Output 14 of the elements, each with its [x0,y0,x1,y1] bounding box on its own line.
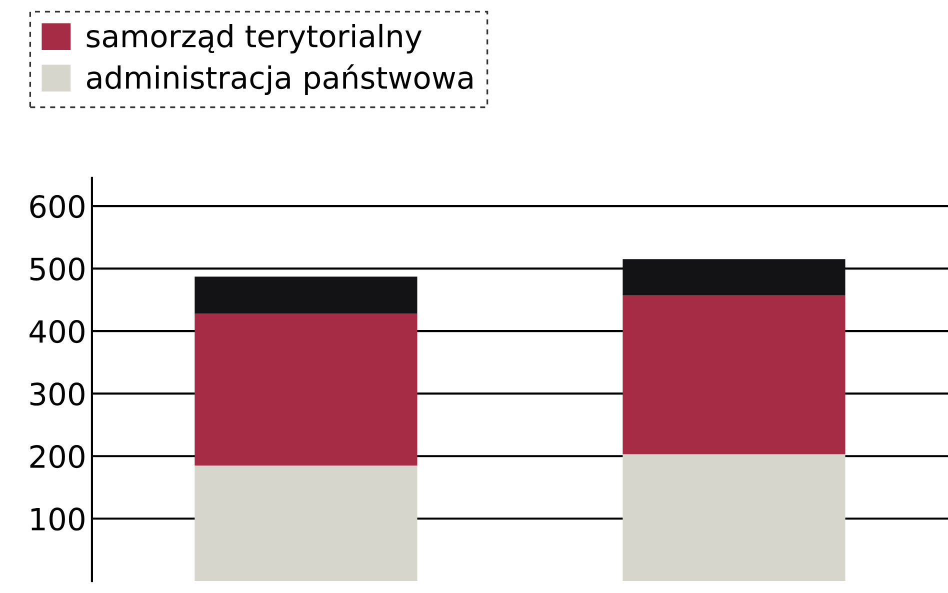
bar [194,465,418,582]
bar [622,295,846,454]
bar [194,276,418,314]
legend-label: samorząd terytorialny [86,24,422,54]
y-tick-label: 500 [30,257,84,281]
bar [622,454,846,582]
y-tick-label: 300 [30,382,84,406]
bar [194,314,418,466]
legend-label: administracja państwowa [87,64,472,96]
bar [622,259,846,296]
y-tick-label: 400 [30,320,84,344]
y-tick-label: 600 [30,194,84,218]
y-tick-label: 100 [31,508,84,531]
y-tick-label: 200 [30,445,84,468]
